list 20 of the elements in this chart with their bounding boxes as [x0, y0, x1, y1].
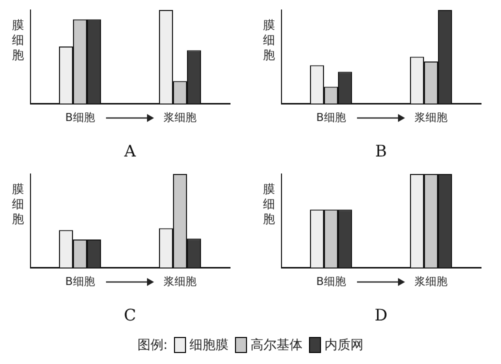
y-axis-title: 膜细胞 [12, 182, 25, 227]
text: D [374, 306, 388, 325]
legend-label: 高尔基体 [250, 337, 303, 354]
legend-label: 细胞膜 [190, 337, 229, 354]
y-axis-title: 膜细胞 [263, 182, 276, 227]
text: C [124, 306, 136, 325]
x-tick-label: B细胞 [316, 275, 346, 288]
y-axis-title: 膜细胞 [263, 18, 276, 63]
x-tick-label: 浆细胞 [164, 111, 196, 124]
x-tick-label: 浆细胞 [414, 275, 448, 288]
x-tick-label: 浆细胞 [164, 275, 196, 288]
legend-label: 内质网 [324, 337, 364, 354]
x-tick-label: B细胞 [65, 275, 95, 288]
text: A [123, 142, 136, 161]
x-tick-label: B细胞 [316, 111, 346, 124]
x-tick-label: 浆细胞 [414, 111, 448, 124]
text: B [375, 142, 387, 161]
x-tick-label: B细胞 [65, 111, 95, 124]
y-axis-title: 膜细胞 [12, 18, 25, 63]
legend-title: 图例: [137, 337, 168, 354]
